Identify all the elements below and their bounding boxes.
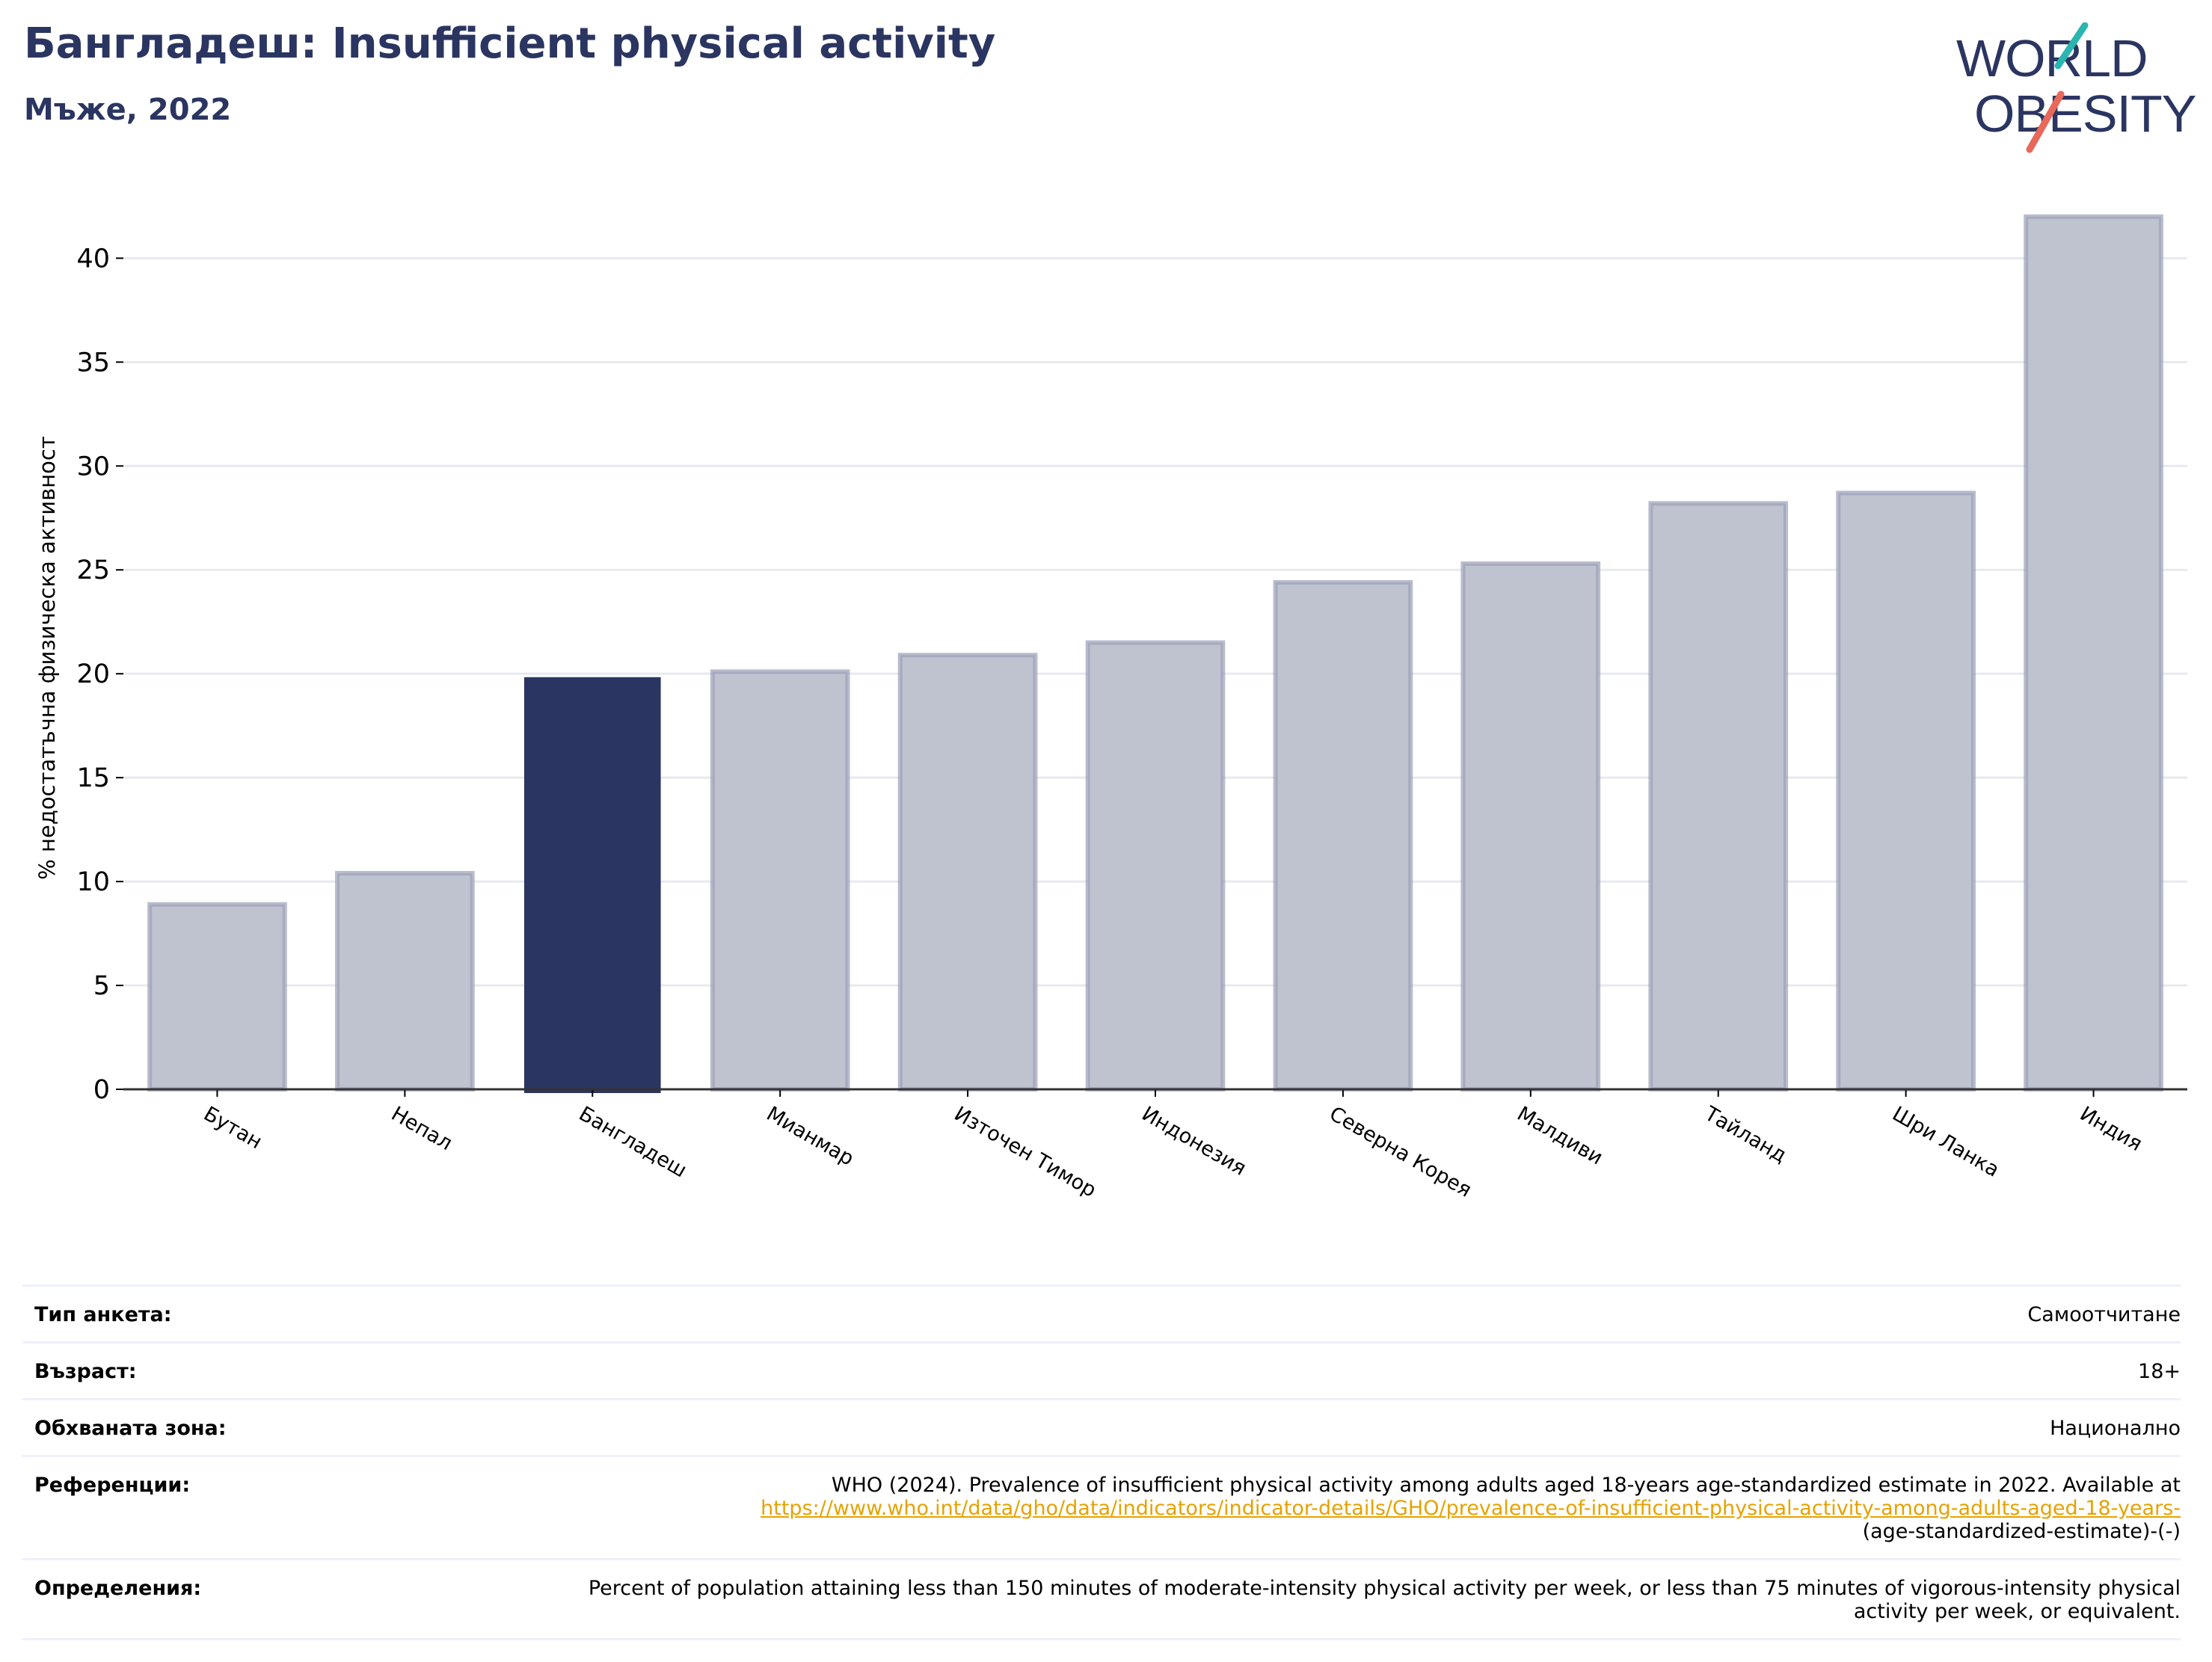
y-tick-label: 15 — [76, 763, 110, 793]
page-title: Бангладеш: Insufficient physical activit… — [24, 19, 996, 68]
x-tick-label: Малдиви — [1513, 1102, 1606, 1169]
bar-5 — [1085, 640, 1226, 1092]
bar-6 — [1273, 579, 1413, 1092]
y-tick-label: 20 — [76, 659, 110, 689]
reference-tail: (age-standardized-estimate)-(-) — [1862, 1520, 2181, 1543]
y-tick-label: 40 — [76, 244, 110, 274]
page-subtitle: Мъже, 2022 — [24, 93, 232, 127]
meta-label: Референции: — [34, 1474, 191, 1497]
bar-3 — [710, 669, 850, 1092]
x-tick-label: Шри Ланка — [1888, 1102, 2003, 1182]
reference-text: WHO (2024). Prevalence of insufficient p… — [831, 1474, 2181, 1497]
bar-4 — [897, 653, 1038, 1092]
meta-row-area: Обхваната зона: Национално — [22, 1398, 2181, 1455]
logo-slash-red — [2026, 90, 2065, 153]
meta-value-references: WHO (2024). Prevalence of insufficient p… — [761, 1474, 2181, 1543]
world-obesity-logo: WORLD OBESITY — [1956, 22, 2197, 153]
x-tick-label: Северна Корея — [1325, 1102, 1475, 1202]
bar-9 — [1836, 490, 1976, 1092]
y-tick-label: 0 — [93, 1075, 110, 1105]
meta-label: Определения: — [34, 1577, 202, 1600]
x-tick-label: Непал — [387, 1102, 456, 1155]
meta-value: Самоотчитане — [2027, 1303, 2181, 1326]
logo-word-obesity: OBESITY — [1974, 84, 2196, 143]
y-tick-label: 30 — [76, 452, 110, 481]
y-tick-label: 35 — [76, 348, 110, 378]
meta-label: Възраст: — [34, 1360, 137, 1383]
x-tick-label: Източен Тимор — [950, 1102, 1101, 1202]
meta-row-references: Референции: WHO (2024). Prevalence of in… — [22, 1455, 2181, 1558]
bar-0 — [147, 902, 287, 1092]
reference-link[interactable]: https://www.who.int/data/gho/data/indica… — [761, 1497, 2181, 1520]
x-tick-label: Бангладеш — [575, 1102, 691, 1182]
bar-chart: 0 5 10 15 20 25 30 35 40 Бутан Непал Бангладеш Мианм… — [34, 214, 2187, 1202]
bar-10 — [2024, 214, 2163, 1092]
meta-value: Национално — [2050, 1417, 2181, 1440]
meta-label: Тип анкета: — [34, 1303, 172, 1326]
y-axis-label: % недостатъчна физическа активност — [34, 436, 60, 880]
bar-1 — [335, 870, 475, 1092]
bar-8 — [1648, 501, 1789, 1092]
logo-word-world: WORLD — [1956, 29, 2148, 87]
x-tick-label: Бутан — [200, 1102, 266, 1154]
meta-row-survey-type: Тип анкета: Самоотчитане — [22, 1284, 2181, 1341]
x-tick-label: Тайланд — [1700, 1102, 1790, 1168]
meta-row-definitions: Определения: Percent of population attai… — [22, 1558, 2181, 1640]
y-tick-label: 10 — [76, 867, 110, 897]
y-tick-label: 25 — [76, 555, 110, 585]
logo-slash-teal — [2054, 22, 2089, 70]
x-tick-label: Мианмар — [763, 1102, 858, 1170]
x-tick-label: Индия — [2076, 1102, 2146, 1156]
meta-label: Обхваната зона: — [34, 1417, 227, 1440]
meta-value: Percent of population attaining less tha… — [588, 1577, 2181, 1623]
metadata-table: Тип анкета: Самоотчитане Възраст: 18+ Об… — [22, 1284, 2181, 1640]
y-tick-label: 5 — [93, 971, 110, 1001]
bar-2 — [523, 677, 661, 1093]
bar-7 — [1460, 561, 1601, 1092]
meta-row-age: Възраст: 18+ — [22, 1341, 2181, 1398]
meta-value: 18+ — [2138, 1360, 2181, 1383]
bar-layer — [147, 214, 2163, 1093]
x-tick-label: Индонезия — [1138, 1102, 1250, 1181]
